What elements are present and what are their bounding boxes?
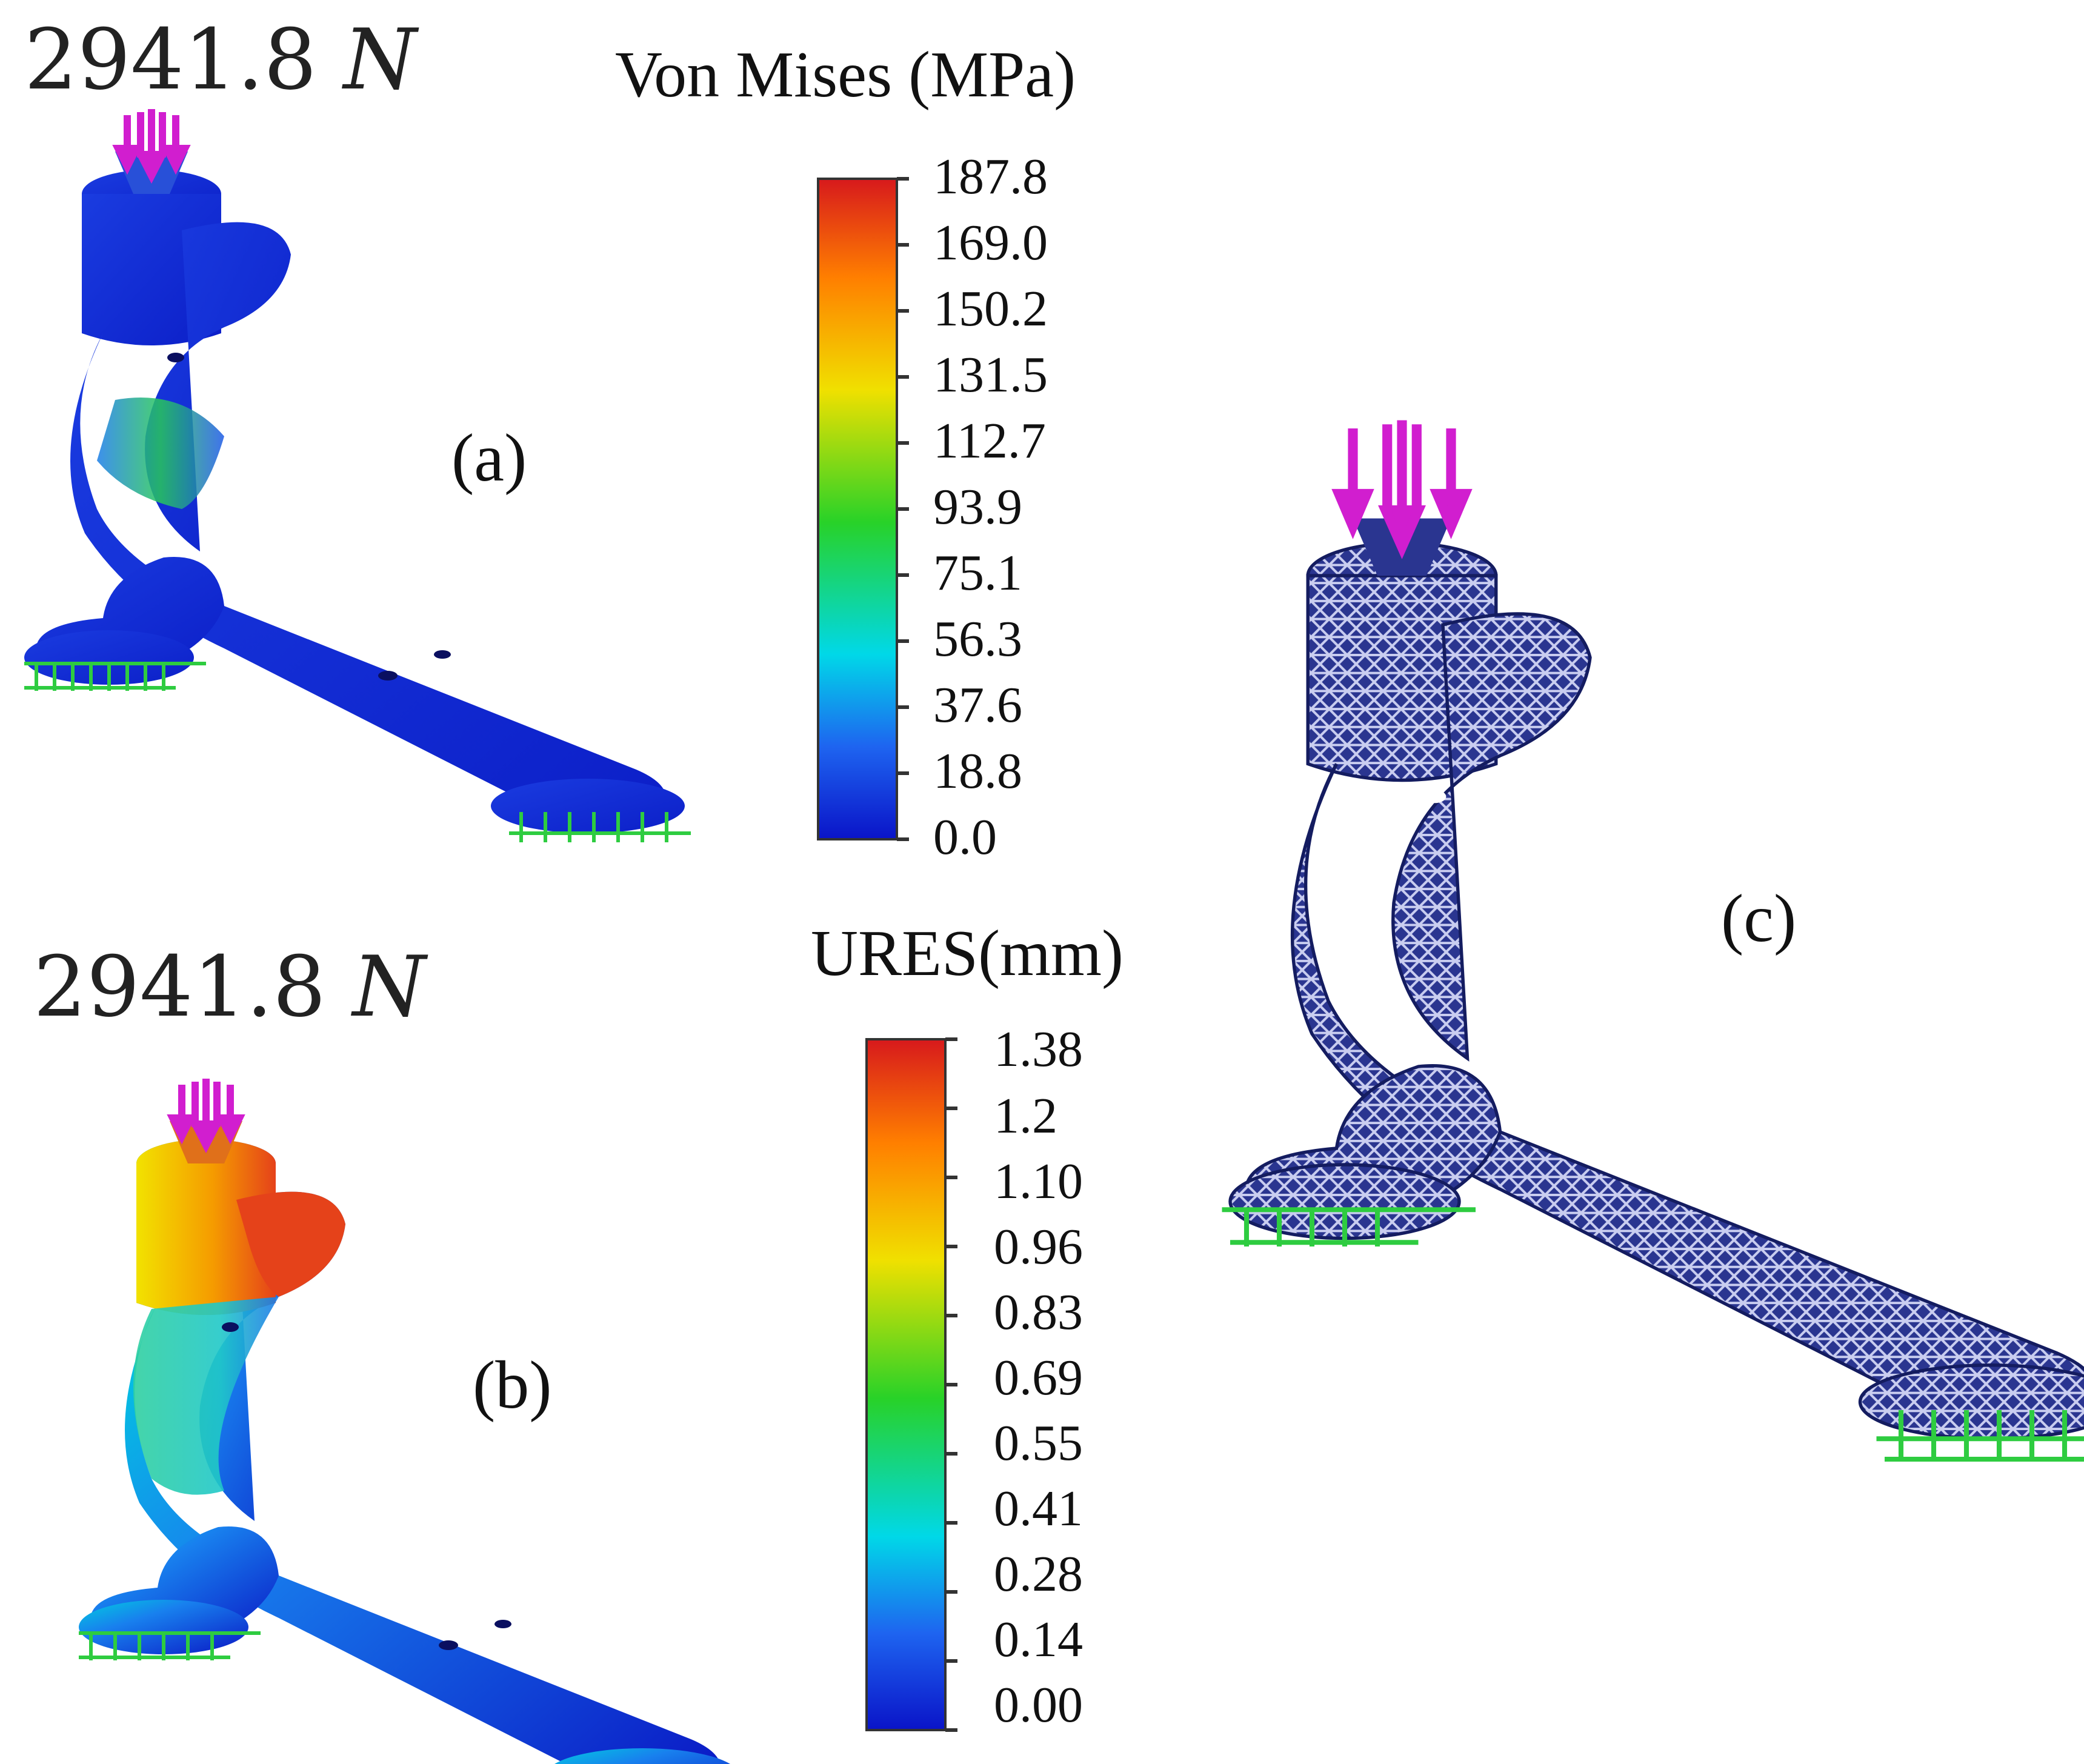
panel-label-a: (a) [451,421,527,496]
stress-tick-label: 0.0 [933,809,997,865]
load-arrows-icon [1331,420,1473,576]
stress-tick-label: 75.1 [933,545,1022,601]
stress-tick-label: 131.5 [933,347,1048,403]
stress-tick-label: 18.8 [933,743,1022,799]
stress-tick-label: 112.7 [933,413,1046,469]
stress-tick-label: 37.6 [933,677,1022,733]
fixture-heel-icon [24,662,206,691]
load-label-a: 2941.8 N [24,18,417,102]
displacement-colorbar [865,1038,947,1731]
displacement-tick-label: 0.00 [994,1677,1083,1733]
displacement-legend-title: URES(mm) [811,917,1124,990]
displacement-colorbar-ticks [945,1037,957,1732]
mesh-model [1222,420,2084,1462]
load-label-b: 2941.8 N [33,945,426,1029]
fixture-toe-icon [1876,1410,2084,1462]
stress-tick-label: 169.0 [933,215,1048,271]
displacement-tick-label: 1.10 [994,1153,1083,1210]
displacement-tick-label: 1.2 [994,1088,1057,1144]
panel-label-c: (c) [1721,881,1797,956]
displacement-model [79,1079,739,1764]
fixture-toe-icon [509,812,691,842]
stress-colorbar [817,178,898,840]
stress-colorbar-ticks [897,177,909,841]
displacement-tick-label: 0.55 [994,1415,1083,1471]
load-value: 2941.8 [33,938,326,1036]
stress-tick-label: 56.3 [933,611,1022,667]
displacement-tick-label: 0.69 [994,1350,1083,1406]
load-value: 2941.8 [24,11,317,108]
panel-label-b: (b) [473,1348,552,1423]
stress-tick-label: 187.8 [933,148,1048,205]
displacement-tick-label: 0.83 [994,1284,1083,1340]
stress-tick-label: 93.9 [933,479,1022,535]
stress-tick-label: 150.2 [933,281,1048,337]
displacement-tick-label: 0.41 [994,1480,1083,1537]
fixture-heel-icon [1222,1207,1476,1247]
displacement-tick-label: 0.14 [994,1611,1083,1668]
load-arrows-icon [112,109,191,194]
stress-model [24,109,691,842]
displacement-tick-label: 0.28 [994,1546,1083,1602]
fixture-heel-icon [79,1631,261,1660]
load-unit: N [352,938,426,1036]
load-unit: N [343,11,417,108]
displacement-tick-label: 0.96 [994,1219,1083,1275]
load-arrows-icon [167,1079,245,1163]
stress-legend-title: Von Mises (MPa) [615,39,1076,111]
displacement-tick-label: 1.38 [994,1021,1083,1077]
